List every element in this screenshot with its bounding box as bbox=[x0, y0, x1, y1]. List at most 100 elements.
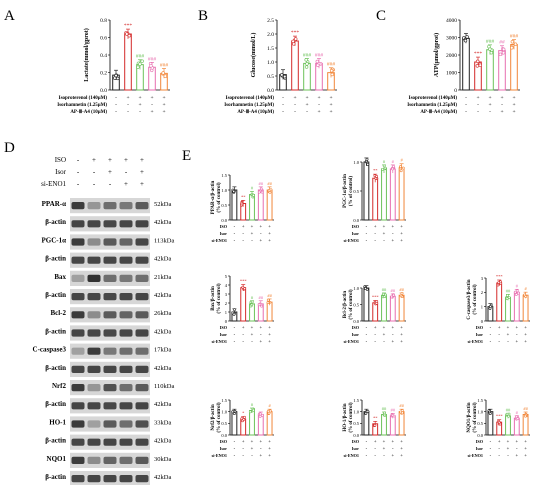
blot-band bbox=[119, 475, 133, 483]
significance-label: *** bbox=[124, 23, 133, 29]
blot-band bbox=[135, 438, 149, 446]
band-protein-label: HO-1 bbox=[49, 418, 66, 426]
blot-treatment-sign: - bbox=[77, 180, 80, 188]
data-point bbox=[257, 303, 261, 307]
data-point bbox=[488, 412, 492, 416]
data-point bbox=[266, 298, 270, 302]
treatment-sign: + bbox=[500, 95, 503, 101]
data-point bbox=[505, 297, 509, 300]
bar bbox=[291, 40, 299, 91]
blot-band bbox=[103, 438, 117, 446]
blot-treatment-sign: - bbox=[93, 180, 96, 188]
bar-chart-A: 0.0 0.2 0.4 0.6 0.8 Lactate(mmol/gprot) *** ###… bbox=[57, 18, 170, 115]
bar bbox=[231, 411, 238, 436]
significance-label: # bbox=[516, 283, 519, 288]
treatment-sign: - bbox=[294, 102, 296, 108]
treatment-sign: - bbox=[234, 333, 236, 338]
bar bbox=[389, 415, 396, 436]
treatment-sign: + bbox=[500, 109, 503, 115]
blot-treatment-sign: + bbox=[92, 156, 96, 164]
y-axis-label: (% of control) bbox=[217, 182, 222, 213]
panel-letter: E bbox=[182, 148, 191, 164]
blot-band bbox=[87, 329, 101, 337]
y-tick-label: 0 bbox=[225, 319, 228, 324]
band-kda-label: 33kDa bbox=[154, 419, 171, 426]
band-protein-label: C-caspase3 bbox=[33, 346, 67, 354]
y-tick-label: 0.5 bbox=[353, 421, 359, 426]
data-point bbox=[506, 294, 509, 297]
treatment-sign: + bbox=[391, 239, 394, 244]
treatment-label: Isorhamnetin (1.25μM) bbox=[57, 103, 107, 108]
y-tick-label: 0.0 bbox=[353, 218, 359, 223]
treatment-sign: - bbox=[234, 232, 236, 237]
treatment-sign: - bbox=[234, 340, 236, 345]
treatment-label: AP-Ⅲ-A4 (10μM) bbox=[237, 108, 274, 115]
treatment-sign: + bbox=[374, 440, 377, 445]
significance-label: *** bbox=[240, 279, 248, 284]
data-point bbox=[260, 190, 264, 194]
data-point bbox=[392, 165, 395, 168]
treatment-sign: + bbox=[329, 109, 332, 115]
blot-band bbox=[71, 402, 85, 410]
treatment-sign: + bbox=[400, 232, 403, 237]
data-point bbox=[502, 47, 506, 52]
blot-band bbox=[103, 202, 117, 210]
treatment-sign: + bbox=[383, 232, 386, 237]
data-point bbox=[382, 164, 386, 168]
treatment-sign: - bbox=[282, 109, 284, 115]
treatment-sign: + bbox=[268, 333, 271, 338]
data-point bbox=[390, 295, 394, 299]
y-tick-label: 0.5 bbox=[353, 302, 359, 307]
data-point bbox=[233, 308, 236, 312]
blot-band bbox=[135, 202, 149, 210]
bar bbox=[381, 168, 387, 221]
treatment-sign: + bbox=[329, 95, 332, 101]
significance-label: ** bbox=[241, 194, 246, 199]
blot-band bbox=[103, 274, 117, 282]
y-axis-label: (% of control) bbox=[349, 289, 354, 320]
data-point bbox=[505, 412, 509, 416]
blot-band bbox=[103, 384, 117, 392]
data-point bbox=[364, 287, 367, 290]
treatment-sign: - bbox=[366, 454, 368, 459]
bar bbox=[266, 189, 273, 221]
blot-band bbox=[103, 256, 117, 264]
data-point bbox=[241, 285, 245, 289]
y-tick-label: 2000 bbox=[446, 53, 457, 59]
significance-label: ## bbox=[499, 40, 505, 46]
band-kda-label: 42kDa bbox=[154, 328, 171, 335]
y-tick-label: 0.0 bbox=[221, 218, 227, 223]
significance-label: # bbox=[251, 402, 254, 407]
data-point bbox=[305, 62, 309, 66]
treatment-sign: + bbox=[524, 454, 527, 459]
treatment-sign: - bbox=[242, 340, 244, 345]
y-tick-label: 0 bbox=[454, 88, 457, 94]
data-point bbox=[517, 291, 520, 295]
treatment-sign: + bbox=[150, 95, 153, 101]
y-tick-label: 1.0 bbox=[267, 60, 274, 66]
treatment-sign: - bbox=[242, 454, 244, 459]
y-axis-label: (% of control) bbox=[473, 402, 478, 433]
treatment-label: si-ENO1 bbox=[344, 238, 359, 243]
data-point bbox=[243, 415, 246, 419]
treatment-sign: - bbox=[392, 333, 394, 338]
treatment-sign: + bbox=[242, 225, 245, 230]
y-tick-label: 0 bbox=[481, 319, 484, 324]
band-protein-label: β-actin bbox=[45, 327, 66, 335]
blot-treatment-sign: + bbox=[124, 156, 128, 164]
blot-band bbox=[135, 456, 149, 464]
blot-band bbox=[87, 438, 101, 446]
treatment-sign: + bbox=[150, 109, 153, 115]
treatment-sign: - bbox=[366, 225, 368, 230]
data-point bbox=[231, 410, 235, 414]
bar-chart-E: 0 1 2 3 C-caspase3/β-actin (% of control) *** #… bbox=[467, 274, 530, 345]
data-point bbox=[399, 169, 403, 173]
treatment-sign: + bbox=[242, 326, 245, 331]
y-tick-label: 1.5 bbox=[221, 398, 227, 403]
band-kda-label: 26kDa bbox=[154, 310, 171, 317]
treatment-sign: - bbox=[374, 333, 376, 338]
blot-band bbox=[135, 384, 149, 392]
y-tick-label: 2.0 bbox=[267, 32, 274, 38]
treatment-sign: - bbox=[383, 454, 385, 459]
data-point bbox=[510, 40, 515, 44]
